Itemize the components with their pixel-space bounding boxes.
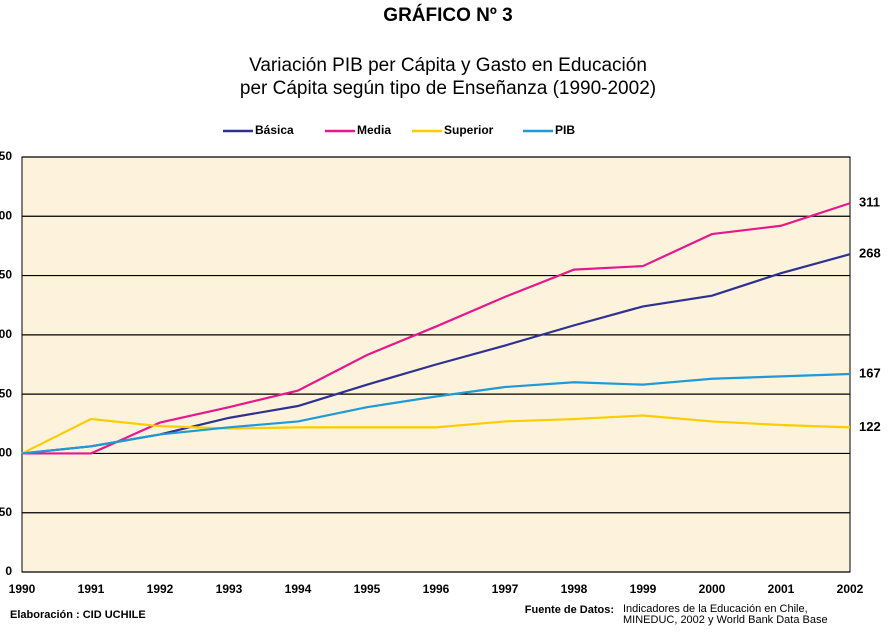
footer: Elaboración : CID UCHILE [10,609,146,621]
series-line [22,202,851,455]
data-label: 268 [859,246,881,261]
legend-label: Básica [255,123,294,137]
data-label: 167 [859,365,881,380]
x-tick-label: 2000 [699,582,726,596]
x-tick-label: 2001 [768,582,795,596]
x-tick-label: 1994 [285,582,312,596]
y-tick-label: 100 [0,446,12,460]
legend-label: PIB [555,123,575,137]
x-tick-label: 1995 [354,582,381,596]
x-tick-label: 1993 [216,582,243,596]
source-label: Fuente de Datos: [525,604,614,616]
series-line [21,372,851,455]
x-tick-label: 2002 [837,582,864,596]
x-tick-label: 1996 [423,582,450,596]
y-tick-label: 150 [0,386,12,400]
data-label: 311 [859,195,880,210]
x-tick-label: 1999 [630,582,657,596]
source-text: MINEDUC, 2002 y World Bank Data Base [623,614,828,626]
plot-frame [21,156,851,573]
legend-label: Superior [444,123,494,137]
chart-subtitle: per Cápita según tipo de Enseñanza (1990… [240,78,656,99]
y-tick-label: 0 [5,564,12,578]
x-tick-label: 1991 [78,582,105,596]
y-tick-label: 350 [0,149,12,163]
x-tick-label: 1998 [561,582,588,596]
x-tick-label: 1992 [147,582,174,596]
series-line [21,414,851,455]
y-tick-label: 200 [0,327,12,341]
legend-label: Media [357,123,391,137]
chart-title: GRÁFICO Nº 3 [383,4,512,26]
y-tick-label: 300 [0,208,12,222]
y-tick-label: 50 [0,505,12,519]
chart-subtitle: Variación PIB per Cápita y Gasto en Educ… [249,55,647,76]
x-tick-label: 1990 [9,582,36,596]
x-tick-label: 1997 [492,582,519,596]
source-text: Indicadores de la Educación en Chile, [623,603,808,615]
y-tick-label: 250 [0,268,12,282]
data-label: 122 [859,419,881,434]
